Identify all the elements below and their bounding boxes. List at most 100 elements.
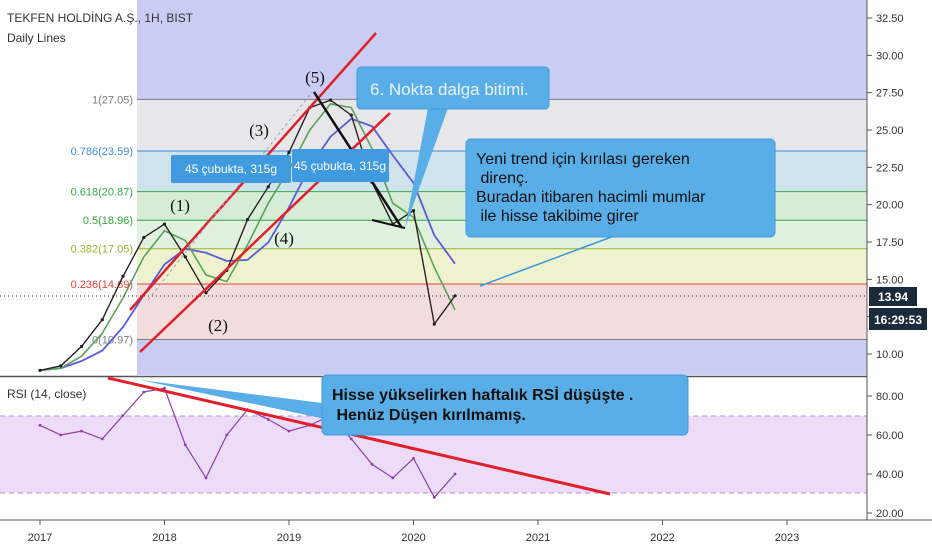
trend-callout-line-3: Buradan itibaren hacimli mumlar (476, 189, 706, 206)
fib-label: 0.618(20.87) (71, 187, 133, 199)
rsi-point (391, 476, 395, 480)
rsi-callout-line-1: Hisse yükselirken haftalık RSİ düşüşte . (332, 386, 633, 404)
rsi-point (225, 433, 229, 437)
fib-label: 1(27.05) (92, 94, 133, 106)
time-tick-label: 2020 (401, 532, 425, 544)
price-point (204, 291, 208, 295)
current-price-badge (869, 287, 917, 306)
time-tick-label: 2022 (650, 532, 674, 544)
trend-callout[interactable] (465, 138, 776, 238)
trend-callout-line-4: ile hisse takibime girer (476, 208, 639, 225)
price-tick-label: 30.00 (876, 50, 904, 62)
price-point (411, 209, 416, 213)
rsi-label[interactable]: RSI (14, close) (7, 387, 86, 401)
rsi-callout-line-2: Henüz Düşen kırılmamış. (332, 407, 526, 424)
price-point (453, 294, 457, 298)
wave-label-5: (5) (305, 68, 325, 87)
trend-pointer-line (479, 235, 615, 287)
rsi-point (432, 496, 436, 499)
fib-label: 0.5(18.96) (83, 215, 133, 227)
price-tick-label: 10.00 (876, 349, 904, 361)
rsi-callout-text: Hisse yükselirken haftalık RSİ düşüşte .… (332, 386, 638, 424)
indicator-label[interactable]: Daily Lines (7, 31, 66, 45)
price-point (79, 344, 84, 349)
rsi-point (412, 457, 415, 460)
current-price-label: 13.94 (878, 290, 908, 304)
rsi-point (100, 437, 104, 441)
fib-zone (137, 283, 867, 340)
wave-base-line (371, 219, 406, 229)
wave-label-1: (1) (170, 196, 190, 215)
wave-end-callout[interactable] (356, 66, 550, 110)
rsi-trend-line (107, 376, 611, 496)
price-tick-label: 27.50 (876, 88, 904, 100)
time-axis[interactable] (0, 520, 932, 550)
rsi-point (121, 414, 125, 417)
wave-end-callout-text: 6. Nokta dalga bitimi. (370, 80, 529, 99)
price-tick-label: 20.00 (876, 200, 904, 212)
price-point (59, 364, 63, 368)
countdown-label: 16:29:53 (874, 313, 922, 327)
rsi-point (266, 418, 270, 421)
price-point (183, 255, 187, 259)
rsi-point (204, 476, 208, 480)
time-tick-label: 2018 (152, 532, 176, 544)
rsi-callout-pointer (140, 380, 330, 420)
price-axis-ticks: 32.50 30.00 27.50 25.00 22.50 20.00 17.50 15.00… (867, 13, 904, 361)
rsi-tick-label: 40.00 (876, 469, 904, 481)
price-series (38, 98, 457, 372)
rsi-axis-ticks: 80.00 60.00 40.00 20.00 (867, 391, 904, 520)
fib-label: 0.786(23.59) (71, 146, 133, 158)
wave-label-4: (4) (274, 229, 294, 248)
price-tick-label: 15.00 (876, 274, 904, 286)
price-tick-label: 17.50 (876, 237, 904, 249)
trend-callout-text: Yeni trend için kırılası gereken direnç.… (476, 151, 710, 225)
price-point (100, 318, 104, 322)
wave-labels: (1) (2) (3) (4) (5) (170, 68, 325, 335)
bar-count-box-1[interactable] (171, 155, 291, 183)
price-point (432, 322, 436, 326)
rsi-point (142, 390, 146, 394)
rsi-point (163, 386, 166, 390)
fib-label: 0.382(17.05) (71, 244, 133, 256)
bar-count-boxes: 45 çubukta, 315g 45 çubukta, 315g (171, 149, 389, 183)
trend-callout-line-2: direnç. (476, 170, 528, 187)
rsi-callout[interactable] (321, 374, 689, 436)
ma-mid-line (39, 103, 456, 372)
wave-callout-pointer (405, 108, 448, 228)
time-tick-label: 2021 (526, 532, 550, 544)
rsi-point (80, 429, 83, 433)
rsi-tick-label: 80.00 (876, 391, 904, 403)
wave-label-2: (2) (208, 316, 228, 335)
rsi-point (453, 472, 457, 476)
countdown-badge (869, 308, 927, 330)
rsi-point (349, 437, 353, 441)
time-tick-label: 2023 (775, 532, 799, 544)
price-point (328, 98, 333, 102)
time-axis-ticks: 2017 2018 2019 2020 2021 2022 2023 (28, 520, 799, 544)
rsi-tick-label: 60.00 (876, 430, 904, 442)
time-tick-label: 2017 (28, 532, 52, 544)
price-axis[interactable] (867, 0, 932, 550)
price-point (245, 218, 250, 222)
price-point (142, 235, 146, 240)
channel-median-line (147, 91, 313, 301)
time-tick-label: 2019 (277, 532, 301, 544)
price-point (162, 222, 167, 226)
price-point (287, 150, 291, 154)
ma-slow-line (39, 117, 456, 372)
price-tick-label: 25.00 (876, 125, 904, 137)
wave-label-3: (3) (249, 121, 269, 140)
rsi-point (38, 423, 42, 427)
bar-count-label-1: 45 çubukta, 315g (185, 162, 277, 176)
fib-zone (137, 248, 867, 284)
bar-count-label-2: 45 çubukta, 315g (294, 159, 386, 173)
symbol-title[interactable]: TEKFEN HOLDİNG A.Ş., 1H, BIST (7, 11, 194, 25)
price-point (121, 274, 125, 278)
fib-label: 0.236(14.69) (71, 279, 133, 291)
price-tick-label: 32.50 (876, 13, 904, 25)
rsi-tick-label: 20.00 (876, 508, 904, 520)
price-tick-label: 22.50 (876, 162, 904, 174)
bar-count-box-2[interactable] (292, 149, 389, 182)
